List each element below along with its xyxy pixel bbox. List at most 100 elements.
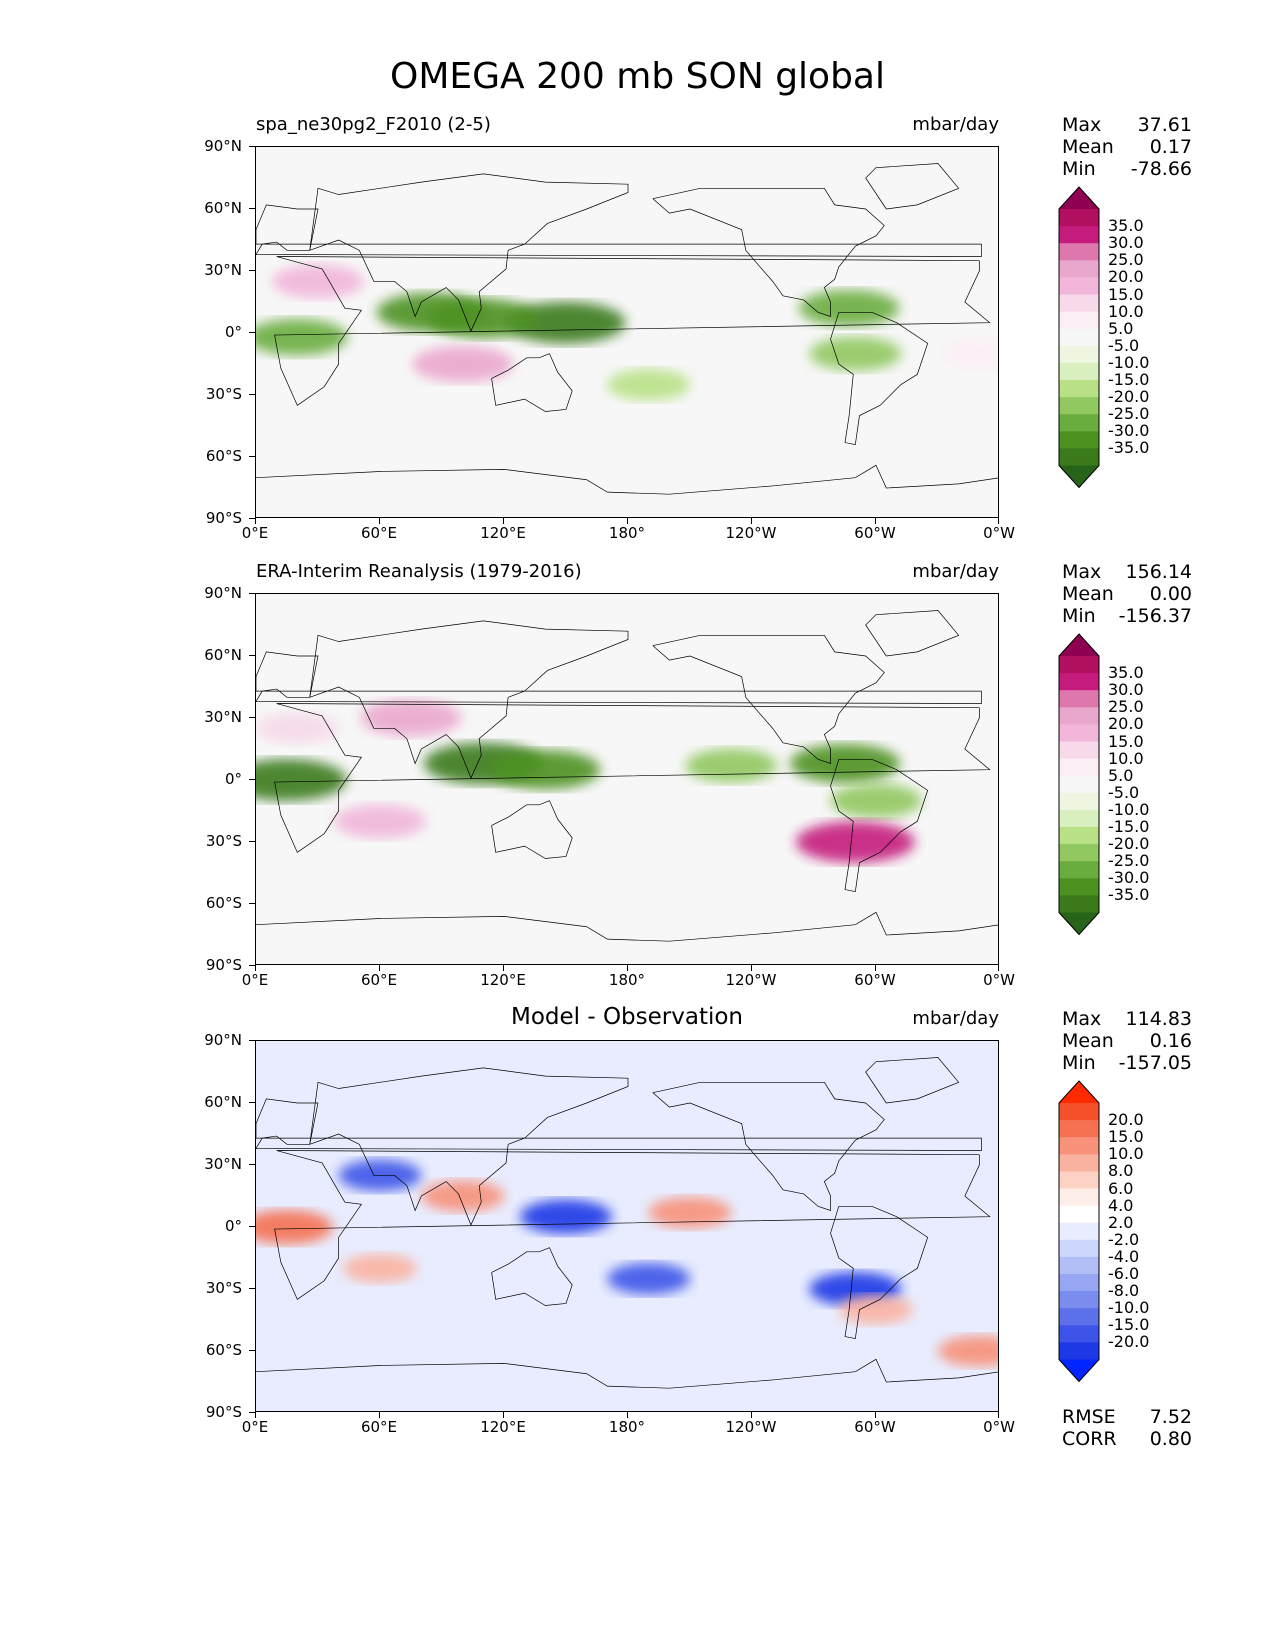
lon-tick-label: 60°E <box>360 971 398 989</box>
colorbar-bin <box>1059 861 1099 879</box>
colorbar-bin <box>1059 1342 1099 1360</box>
lat-tick-mark <box>249 1040 255 1041</box>
coastline <box>274 1150 991 1300</box>
max-value: 37.61 <box>1137 114 1192 136</box>
lon-tick-label: 60°W <box>854 971 896 989</box>
lat-tick-mark <box>249 1288 255 1289</box>
lon-tick-mark <box>503 518 504 524</box>
colorbar-label: 5.0 <box>1108 765 1134 785</box>
lon-tick-label: 0°E <box>241 971 269 989</box>
colorbar-bin <box>1059 1222 1099 1241</box>
coastline <box>491 800 573 859</box>
field-feature <box>490 750 601 790</box>
colorbar-bin <box>1059 1171 1099 1189</box>
colorbar-extend-min <box>1059 912 1099 935</box>
colorbar-bin <box>1059 792 1099 811</box>
coastline <box>256 911 998 942</box>
metrics-box: RMSE 7.52 CORR 0.80 <box>1062 1406 1192 1450</box>
lat-tick-mark <box>249 1350 255 1351</box>
colorbar-bin <box>1059 1325 1099 1343</box>
colorbar-bin <box>1059 448 1099 466</box>
panel-units: mbar/day <box>912 114 999 135</box>
colorbar-bin <box>1059 362 1099 381</box>
coastline <box>652 187 885 317</box>
panel-units: mbar/day <box>912 1008 999 1029</box>
field-feature <box>790 743 900 783</box>
colorbar-bin <box>1059 294 1099 313</box>
lat-tick-mark <box>249 965 255 966</box>
lat-tick-label: 90°S <box>205 509 242 527</box>
colorbar-label: 15.0 <box>1108 284 1144 304</box>
lat-tick-label: 0° <box>224 770 242 788</box>
colorbar-label: -30.0 <box>1108 868 1150 888</box>
colorbar-label: -10.0 <box>1108 352 1150 372</box>
lat-tick-label: 30°N <box>204 1155 242 1173</box>
colorbar-extend-max <box>1059 1081 1099 1103</box>
lat-tick-label: 30°N <box>204 708 242 726</box>
colorbar-bin <box>1059 1256 1099 1275</box>
max-value: 156.14 <box>1125 561 1192 583</box>
lon-tick-mark <box>875 1412 876 1418</box>
field-feature <box>334 804 426 839</box>
colorbar-bin <box>1059 1239 1099 1258</box>
colorbar-bin <box>1059 380 1099 398</box>
field-feature <box>795 821 915 863</box>
colorbar-bin <box>1059 1274 1099 1292</box>
max-label: Max <box>1062 1008 1102 1030</box>
coastline <box>256 464 998 495</box>
stats-box: Max 156.14 Mean 0.00 Min -156.37 <box>1062 561 1192 627</box>
colorbar-label: -30.0 <box>1108 421 1150 441</box>
coastline <box>865 163 960 210</box>
colorbar-label: 15.0 <box>1108 1127 1144 1147</box>
colorbar-label: -6.0 <box>1108 1264 1140 1283</box>
colorbar-label: -2.0 <box>1108 1229 1140 1249</box>
lon-tick-label: 120°W <box>725 1418 777 1436</box>
colorbar-outline <box>1058 186 1100 489</box>
lat-tick-mark <box>249 841 255 842</box>
field-feature <box>412 345 514 383</box>
colorbar-bin <box>1059 1154 1099 1172</box>
lat-tick-label: 90°S <box>205 956 242 974</box>
colorbar-label: 25.0 <box>1108 697 1144 717</box>
colorbar-label: -8.0 <box>1108 1281 1140 1301</box>
map-background <box>256 594 998 964</box>
lat-tick-mark <box>249 394 255 395</box>
lon-tick-mark <box>255 965 256 971</box>
colorbar-bin <box>1059 328 1099 347</box>
mean-value: 0.00 <box>1149 583 1192 605</box>
lon-tick-mark <box>875 965 876 971</box>
stats-box: Max 37.61 Mean 0.17 Min -78.66 <box>1062 114 1192 180</box>
colorbar-bin <box>1059 1188 1099 1207</box>
lon-tick-mark <box>627 965 628 971</box>
rmse-value: 7.52 <box>1149 1406 1192 1428</box>
lat-tick-mark <box>249 1226 255 1227</box>
lat-tick-label: 60°S <box>205 894 242 912</box>
field-feature <box>272 264 364 299</box>
coastline <box>491 353 573 412</box>
colorbar-bin <box>1059 277 1099 295</box>
map-plot <box>255 146 999 518</box>
coastline <box>256 651 982 704</box>
panel-title: spa_ne30pg2_F2010 (2-5) <box>256 114 491 135</box>
colorbar-label: -15.0 <box>1108 1315 1150 1335</box>
lat-tick-label: 90°N <box>204 137 242 155</box>
lat-tick-label: 30°S <box>205 385 242 403</box>
field-feature <box>256 318 348 356</box>
lon-tick-label: 120°W <box>725 524 777 542</box>
lon-tick-mark <box>627 518 628 524</box>
rmse-label: RMSE <box>1062 1406 1116 1428</box>
lon-tick-label: 120°E <box>480 524 526 542</box>
lat-tick-mark <box>249 208 255 209</box>
map-background <box>256 1041 998 1411</box>
colorbar-bin <box>1059 724 1099 742</box>
colorbar-bin <box>1059 1308 1099 1326</box>
field-feature <box>256 1210 333 1244</box>
lon-tick-label: 120°E <box>480 971 526 989</box>
lon-tick-label: 0°E <box>241 524 269 542</box>
lat-tick-mark <box>249 270 255 271</box>
colorbar-label: 30.0 <box>1108 680 1144 700</box>
colorbar-bin <box>1059 1137 1099 1155</box>
lat-tick-mark <box>249 779 255 780</box>
colorbar-label: -25.0 <box>1108 404 1150 424</box>
lon-tick-label: 60°W <box>854 524 896 542</box>
